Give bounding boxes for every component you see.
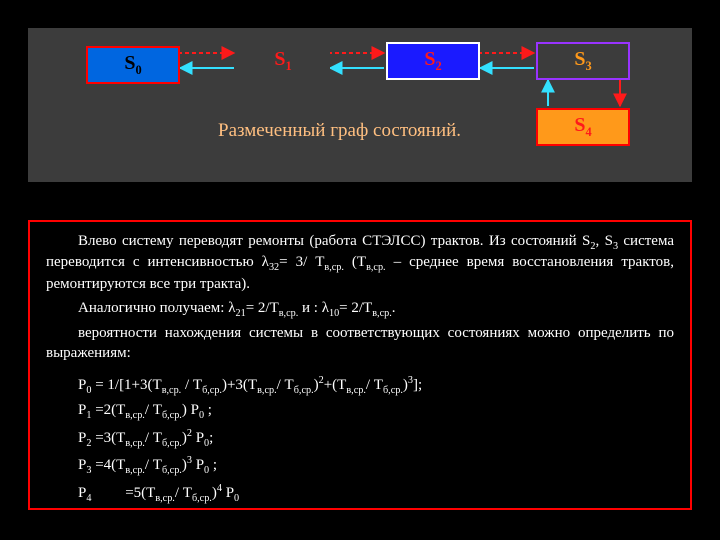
slide: S0 S1 S2 S3 S4 Размеченный граф состояни… bbox=[0, 0, 720, 540]
description-text: Влево систему переводят ремонты (работа … bbox=[28, 220, 692, 510]
formula-p0: P0 = 1/[1+3(Tв,ср. / Tб,ср.)+3(Tв,ср./ T… bbox=[46, 374, 674, 397]
state-diagram: S0 S1 S2 S3 S4 Размеченный граф состояни… bbox=[28, 28, 692, 182]
para-3: вероятности нахождения системы в соответ… bbox=[46, 324, 674, 364]
para-1: Влево систему переводят ремонты (работа … bbox=[46, 232, 674, 295]
state-s2-label: S2 bbox=[424, 48, 441, 74]
para-2: Аналогично получаем: λ21= 2/Tв,ср. и : λ… bbox=[46, 299, 674, 320]
state-s1-label: S1 bbox=[274, 48, 291, 74]
state-s4-label: S4 bbox=[574, 114, 591, 140]
formula-p3: P3 =4(Tв,ср./ Tб,ср.)3 P0 ; bbox=[46, 454, 674, 477]
formula-p2: P2 =3(Tв,ср./ Tб,ср.)2 P0; bbox=[46, 427, 674, 450]
state-s3-label: S3 bbox=[574, 48, 591, 74]
state-s0-label: S0 bbox=[124, 52, 141, 78]
formula-p1: P1 =2(Tв,ср./ Tб,ср.) P0 ; bbox=[46, 401, 674, 422]
diagram-caption: Размеченный граф состояний. bbox=[218, 120, 461, 142]
state-s3: S3 bbox=[536, 42, 630, 80]
formula-p4: P4 =5(Tв,ср./ Tб,ср.)4 P0 bbox=[46, 482, 674, 505]
state-s4: S4 bbox=[536, 108, 630, 146]
state-s0: S0 bbox=[86, 46, 180, 84]
state-s1: S1 bbox=[236, 42, 330, 80]
state-s2: S2 bbox=[386, 42, 480, 80]
